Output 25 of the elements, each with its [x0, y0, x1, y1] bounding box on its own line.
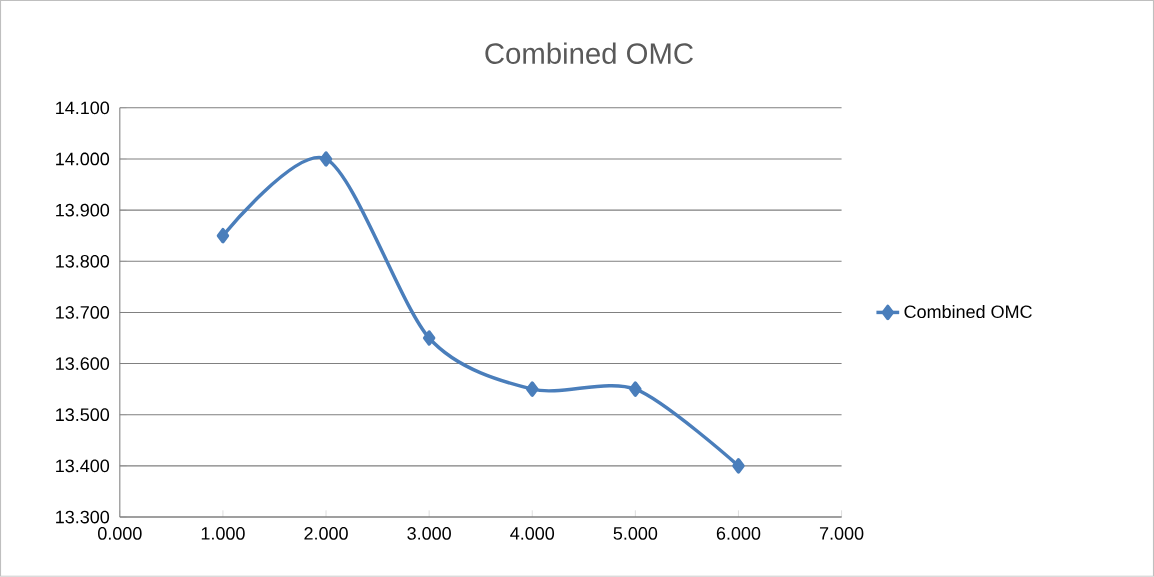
- y-tick-label: 14.000: [56, 152, 110, 166]
- x-tick-label: 1.000: [201, 527, 245, 540]
- y-tick-label: 13.700: [56, 306, 110, 319]
- x-tick-label: 7.000: [819, 527, 864, 540]
- point: [422, 330, 436, 346]
- y-tick-label: 13.800: [56, 254, 110, 268]
- x-tick-label: 2.000: [304, 527, 348, 540]
- x-tick-label: 3.000: [407, 527, 451, 540]
- x-tick-label: 6.000: [716, 527, 761, 540]
- point: [732, 458, 745, 474]
- legend-label: Combined OMC: [904, 304, 1032, 319]
- point: [629, 381, 642, 397]
- x-tick-label: 5.000: [613, 527, 658, 540]
- point: [526, 381, 539, 397]
- x-tick-label: 4.000: [510, 527, 555, 540]
- y-tick-label: 13.900: [56, 203, 110, 217]
- point: [319, 151, 333, 167]
- y-tick-label: 13.500: [56, 408, 110, 422]
- chart-title: Combined OMC: [485, 42, 693, 65]
- y-tick-label: 14.100: [56, 101, 110, 115]
- x-tick-label: 0.000: [98, 527, 142, 540]
- point: [216, 228, 230, 244]
- y-tick-label: 13.300: [56, 510, 110, 524]
- y-tick-label: 13.400: [56, 459, 110, 473]
- y-tick-label: 13.600: [56, 357, 110, 370]
